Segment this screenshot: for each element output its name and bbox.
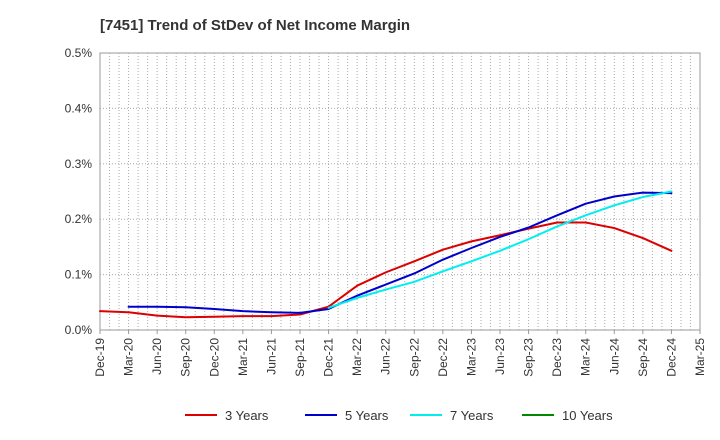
y-tick-label: 0.0% <box>65 323 93 337</box>
x-tick-label: Sep-20 <box>179 338 193 377</box>
legend-label-5-years: 5 Years <box>345 408 389 423</box>
y-tick-label: 0.3% <box>65 157 93 171</box>
x-tick-label: Dec-22 <box>436 338 450 377</box>
x-tick-label: Mar-23 <box>464 338 478 376</box>
x-tick-label: Dec-20 <box>207 338 221 377</box>
chart-title: [7451] Trend of StDev of Net Income Marg… <box>100 17 410 34</box>
plot-area <box>99 52 701 331</box>
y-axis: 0.0% 0.1% 0.2% 0.3% 0.4% 0.5% <box>65 46 93 337</box>
grid-lines <box>100 53 700 330</box>
legend-label-10-years: 10 Years <box>562 408 613 423</box>
x-tick-label: Mar-21 <box>236 338 250 376</box>
x-tick-label: Mar-20 <box>122 338 136 376</box>
series-line-5-years <box>127 191 673 314</box>
series-lines <box>99 190 673 319</box>
x-tick-label: Dec-19 <box>93 338 107 377</box>
x-tick-label: Sep-21 <box>293 338 307 377</box>
x-tick-label: Jun-22 <box>379 338 393 375</box>
x-tick-label: Jun-20 <box>150 338 164 375</box>
legend-label-7-years: 7 Years <box>450 408 494 423</box>
x-tick-label: Dec-24 <box>664 338 678 377</box>
y-tick-label: 0.4% <box>65 101 93 115</box>
series-line-7-years <box>327 190 673 309</box>
x-tick-label: Dec-21 <box>322 338 336 377</box>
x-tick-label: Sep-23 <box>522 338 536 377</box>
x-tick-label: Sep-22 <box>407 338 421 377</box>
x-tick-label: Jun-24 <box>607 338 621 375</box>
x-tick-label: Mar-25 <box>693 338 707 376</box>
y-tick-label: 0.2% <box>65 212 93 226</box>
x-tick-label: Mar-22 <box>350 338 364 376</box>
x-axis: Dec-19 Mar-20 Jun-20 Sep-20 Dec-20 Mar-21 Jun-… <box>93 330 707 377</box>
x-tick-label: Sep-24 <box>636 338 650 377</box>
series-line-3-years <box>99 221 673 319</box>
x-tick-label: Jun-21 <box>264 338 278 375</box>
y-tick-label: 0.1% <box>65 268 93 282</box>
x-tick-label: Mar-24 <box>579 338 593 376</box>
y-tick-label: 0.5% <box>65 46 93 60</box>
legend-label-3-years: 3 Years <box>225 408 269 423</box>
legend: 3 Years 5 Years 7 Years 10 Years <box>185 408 613 423</box>
x-tick-label: Jun-23 <box>493 338 507 375</box>
x-tick-label: Dec-23 <box>550 338 564 377</box>
